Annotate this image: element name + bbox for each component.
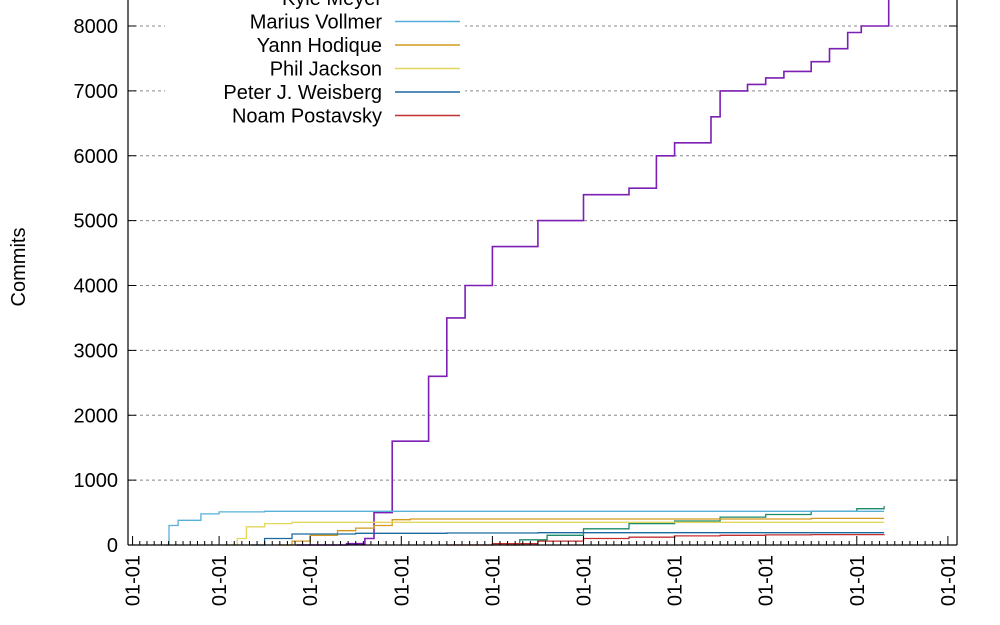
y-axis-ticks: 0 1000 2000 3000 4000 5000 6000 7000 8000 (74, 16, 957, 557)
legend-bg (165, 34, 465, 56)
series-line-5 (251, 532, 885, 546)
series-line-2 (164, 510, 885, 546)
y-tick-label: 4000 (74, 276, 119, 298)
x-tick-label: 01-01 (756, 555, 778, 606)
x-tick-label: 01-01 (847, 555, 869, 606)
y-tick-label: 1000 (74, 470, 119, 492)
legend-label: Yann Hodique (257, 35, 382, 57)
series-line-4 (223, 521, 885, 546)
legend-bg (165, 0, 465, 9)
legend-bg (165, 104, 465, 127)
y-axis-label: Commits (8, 228, 30, 307)
x-tick-label: 01-01 (209, 555, 231, 606)
x-axis-ticks: 01-01 01-01 01-01 01-01 01-01 01-01 01-01 01-01… (123, 536, 960, 606)
x-tick-label: 01-01 (938, 555, 960, 606)
legend-label: Noam Postavsky (232, 106, 382, 128)
legend-label: Phil Jackson (270, 59, 382, 81)
legend-label: Kyle Meyer (282, 0, 382, 10)
y-tick-label: 2000 (74, 405, 119, 427)
legend-label: Marius Vollmer (250, 12, 383, 34)
x-tick-label: 01-01 (482, 555, 504, 606)
series-line-0 (296, 0, 890, 546)
x-tick-label: 01-01 (123, 555, 145, 606)
y-tick-label: 0 (107, 535, 118, 557)
x-tick-label: 01-01 (665, 555, 687, 606)
legend-label: Peter J. Weisberg (223, 82, 382, 104)
y-tick-label: 7000 (74, 81, 119, 103)
y-tick-label: 5000 (74, 211, 119, 233)
x-tick-label: 01-01 (391, 555, 413, 606)
y-tick-label: 6000 (74, 146, 119, 168)
y-tick-label: 8000 (74, 16, 119, 38)
x-tick-label: 01-01 (573, 555, 595, 606)
legend-bg (165, 57, 465, 80)
legend-bg (165, 10, 465, 33)
y-tick-label: 3000 (74, 340, 119, 362)
x-tick-label: 01-01 (300, 555, 322, 606)
legend-bg (165, 81, 465, 103)
